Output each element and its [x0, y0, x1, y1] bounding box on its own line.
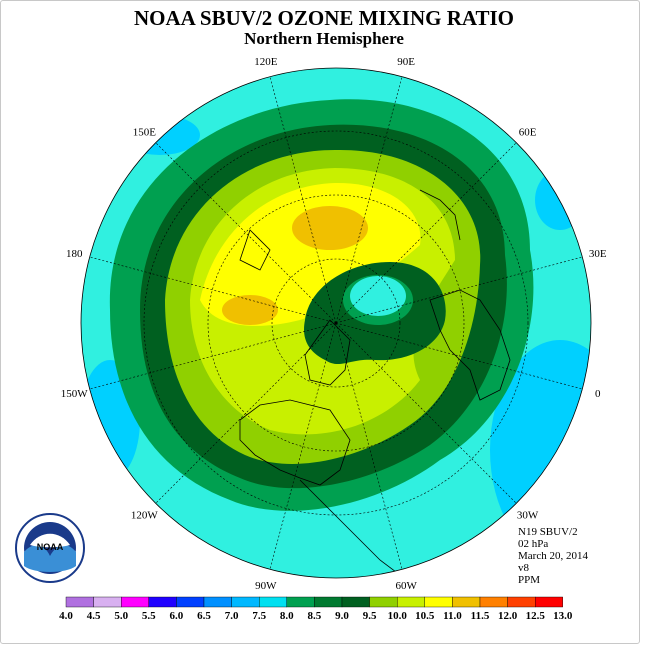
colorbar-label: 8.5: [308, 610, 322, 622]
colorbar-swatch: [424, 596, 453, 608]
meridian-line: [89, 256, 337, 324]
colorbar-label: 7.5: [252, 610, 266, 622]
colorbar-swatch: [286, 596, 315, 608]
longitude-label: 30W: [517, 510, 539, 522]
colorbar-swatch: [65, 596, 94, 608]
max-north: [292, 206, 368, 250]
colorbar-swatch: [452, 596, 481, 608]
colorbar-swatch: [176, 596, 205, 608]
colorbar-label: 8.0: [280, 610, 294, 622]
colorbar-label: 6.0: [170, 610, 184, 622]
max-west: [222, 295, 278, 325]
colorbar-swatch: [479, 596, 508, 608]
version-text: v8: [518, 562, 529, 574]
lat-circle-50: [207, 194, 465, 452]
colorbar-swatch: [314, 596, 343, 608]
central-america-outline: [299, 479, 401, 576]
meridian-line: [89, 322, 337, 390]
meridian-line: [155, 142, 337, 324]
colorbar-label: 12.0: [498, 610, 518, 622]
meridian-line: [335, 76, 403, 324]
colorbar-label: 9.0: [335, 610, 349, 622]
colorbar-swatch: [535, 596, 564, 608]
longitude-label: 30E: [589, 248, 607, 260]
page-subtitle: Northern Hemisphere: [244, 29, 404, 48]
asia-coast: [419, 189, 461, 241]
colorbar-swatch: [93, 596, 122, 608]
info-block: N19 SBUV/2 02 hPa March 20, 2014 v8 PPM: [518, 526, 588, 586]
colorbar-label: 6.5: [197, 610, 211, 622]
graticule: [89, 76, 583, 570]
meridian-line: [155, 322, 337, 504]
meridian-line: [335, 322, 517, 504]
band-10-5: [200, 182, 421, 326]
colorbar-swatch: [148, 596, 177, 608]
colorbar-swatch: [369, 596, 398, 608]
low-center: [350, 276, 406, 316]
meridian-line: [335, 256, 583, 324]
north-america-outline: [239, 399, 351, 486]
longitude-label: 90W: [255, 580, 277, 592]
colorbar-label: 7.0: [225, 610, 239, 622]
units-text: PPM: [518, 574, 541, 586]
colorbar-swatch: [259, 596, 288, 608]
colorbar-label: 12.5: [526, 610, 546, 622]
instrument-text: N19 SBUV/2: [518, 526, 578, 538]
colorbar-swatch: [120, 596, 149, 608]
coastlines: [239, 189, 511, 576]
colorbar-label: 5.5: [142, 610, 156, 622]
longitude-label: 120E: [254, 56, 278, 68]
colorbar-label: 10.5: [415, 610, 435, 622]
colorbar-swatch: [397, 596, 426, 608]
siberia-outline: [239, 229, 271, 271]
colorbar-swatch: [231, 596, 260, 608]
longitude-label: 150W: [61, 388, 89, 400]
longitude-label: 150E: [133, 126, 157, 138]
colorbar-label: 4.0: [59, 610, 73, 622]
colorbar-label: 11.5: [471, 610, 490, 622]
page-title: NOAA SBUV/2 OZONE MIXING RATIO: [134, 6, 514, 30]
meridian-line: [335, 142, 517, 324]
colorbar-label: 9.5: [363, 610, 377, 622]
greenland-outline: [304, 319, 351, 386]
colorbar-swatch: [507, 596, 536, 608]
colorbar-label: 5.0: [114, 610, 128, 622]
longitude-labels: 90E 60E 30E 0 30W 60W 90W 120W 150W 180 150E 120E: [61, 56, 607, 592]
colorbar-swatch: [203, 596, 232, 608]
longitude-label: 180: [66, 248, 83, 260]
colorbar-label: 10.0: [388, 610, 408, 622]
colorbar-label: 4.5: [87, 610, 101, 622]
colorbar-label: 11.0: [443, 610, 462, 622]
colorbar-swatch: [341, 596, 370, 608]
date-text: March 20, 2014: [518, 550, 588, 562]
longitude-label: 120W: [131, 510, 159, 522]
map-boundary: [80, 67, 592, 579]
longitude-label: 60W: [395, 580, 417, 592]
lat-circle-30: [143, 130, 529, 516]
meridian-line: [335, 322, 583, 390]
colorbar-label: 13.0: [553, 610, 573, 622]
longitude-label: 90E: [397, 56, 415, 68]
meridian-line: [269, 322, 337, 570]
longitude-label: 60E: [519, 126, 537, 138]
europe-outline: [429, 289, 511, 401]
longitude-label: 0: [595, 388, 601, 400]
level-text: 02 hPa: [518, 538, 549, 550]
lat-circle-70: [271, 258, 401, 388]
meridian-line: [335, 322, 403, 570]
meridian-line: [269, 76, 337, 324]
